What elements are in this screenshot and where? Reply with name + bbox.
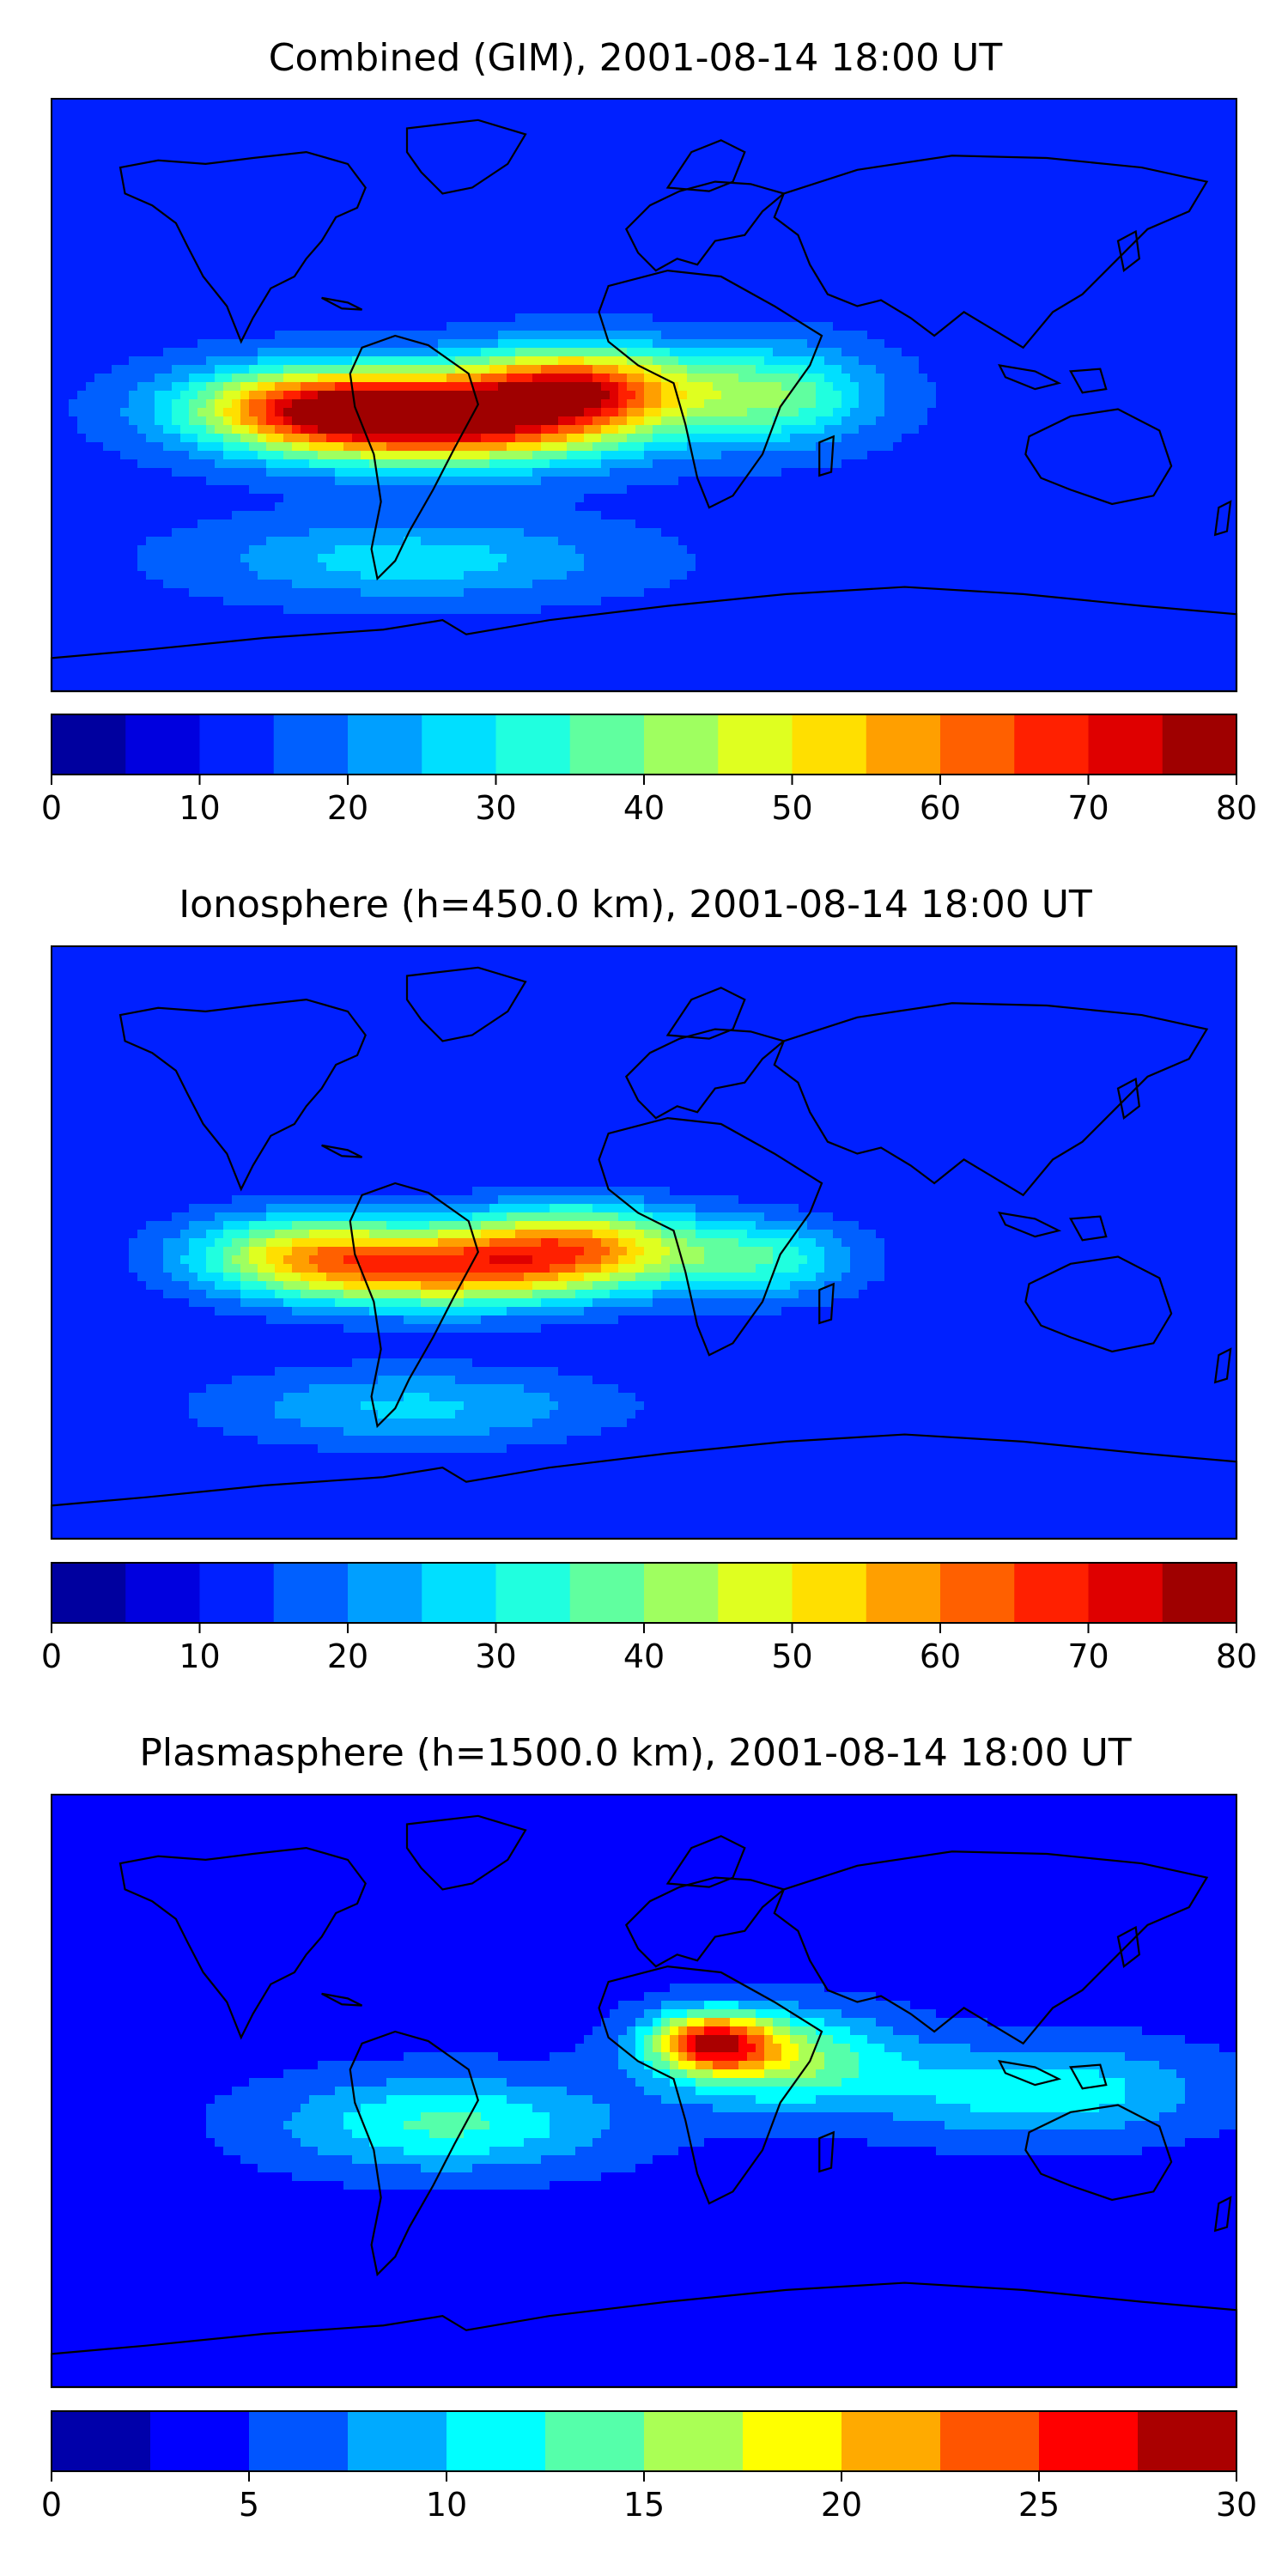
colorbar-segment [1014,714,1089,775]
colorbar-segment [1039,2411,1139,2471]
colorbar-tick-label: 0 [41,1637,62,1675]
colorbar-segment [545,2411,645,2471]
colorbar-segment [422,1563,496,1623]
colorbar-tick-label: 30 [475,1637,516,1675]
colorbar-tick-label: 80 [1216,1637,1257,1675]
colorbar-segment [1088,1563,1163,1623]
colorbar-segment [792,1563,867,1623]
colorbar-tick-label: 10 [179,789,220,827]
colorbar-segment [1138,2411,1237,2471]
colorbar-tick-label: 50 [771,1637,812,1675]
colorbar-tick-label: 15 [623,2486,665,2524]
colorbar-segment [940,714,1015,775]
colorbar-segment [940,2411,1040,2471]
colorbar-segment [150,2411,250,2471]
colorbar-segment [495,1563,571,1623]
colorbar-tick-label: 25 [1018,2486,1060,2524]
colorbar-tick-label: 60 [920,1637,961,1675]
colorbar-segment [52,2411,151,2471]
colorbar-tick-label: 30 [475,789,516,827]
colorbar-tick-label: 40 [623,789,665,827]
colorbar-segment [569,1563,645,1623]
colorbar-segment [569,714,645,775]
colorbar-segment [1162,1563,1237,1623]
panel3-map [50,1794,1238,2389]
colorbar-segment [866,714,941,775]
panel1-colorbar: 0 10 20 30 40 50 60 70 80 [41,714,1257,827]
colorbar-segment [125,714,200,775]
panel2-colorbar: 0 10 20 30 40 50 60 70 80 [41,1562,1257,1675]
colorbar-tick-label: 10 [179,1637,220,1675]
panel2-title: Ionosphere (h=450.0 km), 2001-08-14 18:0… [179,883,1092,927]
colorbar-segment [348,714,422,775]
colorbar-segment [792,714,867,775]
colorbar-tick-label: 70 [1067,789,1109,827]
contour-field [52,99,1237,692]
colorbar-tick-label: 60 [920,789,961,827]
colorbar-tick-label: 5 [239,2486,259,2524]
colorbar-tick-label: 40 [623,1637,665,1675]
colorbar-segment [841,2411,941,2471]
colorbar-tick-label: 0 [41,2486,62,2524]
colorbar-segment [125,1563,200,1623]
colorbar-segment [273,1563,349,1623]
colorbar-segment [940,1563,1015,1623]
colorbar-segment [273,714,349,775]
contour-field [52,946,1237,1540]
colorbar-segment [718,1563,793,1623]
colorbar-segment [422,714,496,775]
colorbar-segment [52,714,126,775]
colorbar-tick-label: 20 [327,789,368,827]
panel2-map [50,945,1238,1540]
colorbar-segment [644,714,719,775]
map-frame [51,98,1237,692]
colorbar-tick-label: 80 [1216,789,1257,827]
colorbar-tick-label: 20 [821,2486,862,2524]
colorbar-segment [644,1563,719,1623]
panel1-title: Combined (GIM), 2001-08-14 18:00 UT [269,36,1003,80]
colorbar-tick-label: 10 [426,2486,467,2524]
colorbar-segment [866,1563,941,1623]
colorbar-tick-label: 70 [1067,1637,1109,1675]
colorbar-tick-label: 20 [327,1637,368,1675]
colorbar-segment [447,2411,546,2471]
colorbar-segment [743,2411,842,2471]
colorbar-segment [495,714,571,775]
contour-field [52,1795,1237,2388]
panel1-map [50,98,1238,693]
colorbar-segment [199,1563,275,1623]
colorbar-segment [348,2411,447,2471]
colorbar-segment [348,1563,422,1623]
colorbar-tick-label: 50 [771,789,812,827]
colorbar-segment [644,2411,744,2471]
panel3-title: Plasmasphere (h=1500.0 km), 2001-08-14 1… [139,1731,1131,1775]
colorbar-segment [1088,714,1163,775]
panel3-colorbar: 0 5 10 15 20 25 30 [41,2410,1257,2524]
map-frame [51,945,1237,1540]
colorbar-segment [52,1563,126,1623]
colorbar-segment [1162,714,1237,775]
colorbar-segment [1014,1563,1089,1623]
colorbar-segment [249,2411,349,2471]
map-frame [51,1794,1237,2388]
colorbar-tick-label: 0 [41,789,62,827]
colorbar-segment [718,714,793,775]
colorbar-tick-label: 30 [1216,2486,1257,2524]
colorbar-segment [199,714,275,775]
